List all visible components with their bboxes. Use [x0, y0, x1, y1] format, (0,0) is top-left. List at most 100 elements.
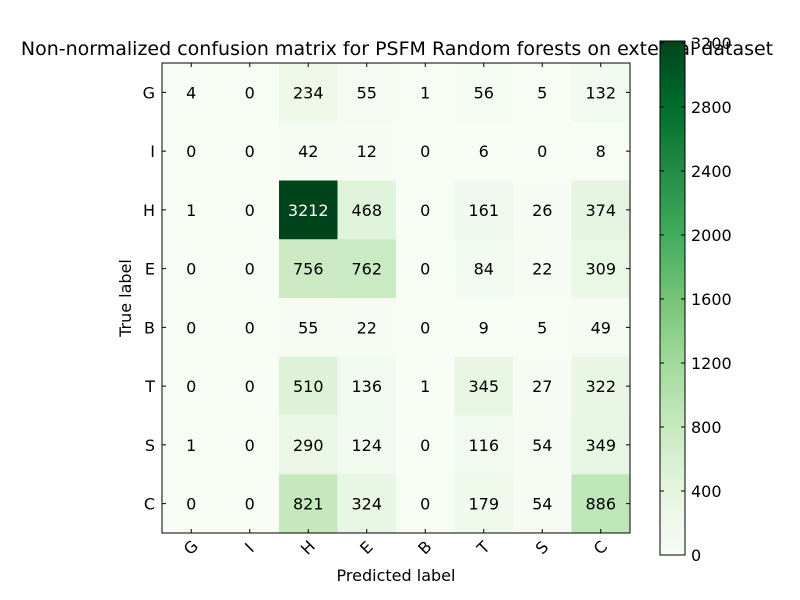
- cell-value-label: 26: [532, 201, 552, 220]
- cell-value-label: 762: [351, 260, 382, 279]
- cell-value-label: 0: [420, 495, 430, 514]
- colorbar-tick-label: 1600: [691, 290, 732, 309]
- matrix-cell: [162, 415, 221, 475]
- cell-value-label: 22: [532, 260, 552, 279]
- cell-value-label: 8: [596, 142, 606, 161]
- matrix-cell: [337, 63, 397, 123]
- y-tick-label: E: [145, 260, 155, 279]
- matrix-cell: [571, 474, 631, 534]
- matrix-cell: [162, 180, 221, 240]
- x-tick-label: I: [241, 539, 258, 556]
- matrix-cell: [396, 121, 455, 181]
- cell-value-label: 124: [351, 436, 382, 455]
- x-tick-label: H: [297, 537, 319, 559]
- cell-value-label: 12: [357, 142, 377, 161]
- matrix-cell: [571, 298, 631, 358]
- matrix-cell: [162, 239, 221, 299]
- y-tick-label: C: [144, 495, 155, 514]
- matrix-cell: [396, 474, 455, 534]
- cell-value-label: 3212: [288, 201, 329, 220]
- cell-value-label: 0: [245, 201, 255, 220]
- cell-value-label: 345: [468, 377, 499, 396]
- cell-value-label: 1: [420, 83, 430, 102]
- colorbar-tick-label: 2400: [691, 162, 732, 181]
- matrix-cell: [162, 474, 221, 534]
- cell-value-label: 5: [537, 318, 547, 337]
- matrix-cell: [162, 121, 221, 181]
- matrix-cell: [279, 356, 338, 416]
- matrix-cell: [337, 415, 397, 475]
- colorbar-tick-label: 1200: [691, 354, 732, 373]
- matrix-cell: [396, 239, 455, 299]
- matrix-cell: [571, 356, 631, 416]
- cell-value-label: 116: [468, 436, 499, 455]
- cell-value-label: 1: [420, 377, 430, 396]
- cell-value-label: 0: [245, 377, 255, 396]
- matrix-cell: [279, 415, 338, 475]
- cell-value-label: 0: [245, 83, 255, 102]
- cell-value-label: 54: [532, 436, 552, 455]
- matrix-cell: [571, 239, 631, 299]
- colorbar-tick-label: 800: [691, 418, 722, 437]
- cell-value-label: 49: [591, 318, 611, 337]
- cell-value-label: 54: [532, 495, 552, 514]
- matrix-cell: [571, 415, 631, 475]
- matrix-cell: [396, 298, 455, 358]
- cell-value-label: 0: [186, 142, 196, 161]
- cell-value-label: 22: [357, 318, 377, 337]
- cell-value-label: 510: [293, 377, 324, 396]
- matrix-cell: [513, 63, 572, 123]
- colorbar-tick-label: 400: [691, 482, 722, 501]
- cell-value-label: 0: [420, 142, 430, 161]
- colorbar: [659, 40, 686, 556]
- x-tick-label: B: [414, 537, 435, 558]
- matrix-cell: [454, 239, 514, 299]
- cell-value-label: 0: [186, 318, 196, 337]
- colorbar-ticks: 0 400 800 1200 1600 2000 2400 2800 3200: [660, 34, 732, 565]
- cell-value-label: 42: [298, 142, 318, 161]
- matrix-cell: [396, 63, 455, 123]
- cell-value-label: 6: [479, 142, 489, 161]
- matrix-cell: [396, 180, 455, 240]
- x-tick-label: S: [532, 537, 553, 558]
- matrix-cell: [513, 474, 572, 534]
- matrix-cell: [513, 121, 572, 181]
- cell-value-label: 0: [245, 318, 255, 337]
- matrix-cell: [220, 298, 280, 358]
- x-axis-label: Predicted label: [337, 566, 456, 585]
- x-tick-label: E: [356, 537, 377, 558]
- matrix-cell: [220, 415, 280, 475]
- cell-value-label: 1: [186, 201, 196, 220]
- cell-value-label: 132: [585, 83, 616, 102]
- y-axis-label: True label: [116, 259, 135, 338]
- matrix-cell: [220, 63, 280, 123]
- cell-value-label: 55: [357, 83, 377, 102]
- matrix-cell: [220, 356, 280, 416]
- matrix-cell: [279, 121, 338, 181]
- matrix-cell: [337, 121, 397, 181]
- matrix-cell: [220, 239, 280, 299]
- matrix-cell: [337, 474, 397, 534]
- cell-value-label: 0: [420, 201, 430, 220]
- matrix-cell: [513, 180, 572, 240]
- cell-value-label: 290: [293, 436, 324, 455]
- matrix-cell: [279, 63, 338, 123]
- matrix-cell: [454, 474, 514, 534]
- colorbar-tick-label: 3200: [691, 34, 732, 53]
- cell-value-label: 0: [186, 495, 196, 514]
- matrix-cell: [454, 298, 514, 358]
- cell-value-label: 0: [186, 377, 196, 396]
- matrix-cell: [220, 180, 280, 240]
- cell-value-label: 0: [420, 260, 430, 279]
- y-tick-label: T: [144, 377, 155, 396]
- matrix-cell: [454, 121, 514, 181]
- cell-value-label: 0: [537, 142, 547, 161]
- matrix-cell: [396, 415, 455, 475]
- matrix-cell: [162, 356, 221, 416]
- matrix-cell: [571, 121, 631, 181]
- y-tick-label: G: [143, 83, 155, 102]
- cell-value-label: 756: [293, 260, 324, 279]
- matrix-cell: [337, 298, 397, 358]
- cell-value-label: 4: [186, 83, 196, 102]
